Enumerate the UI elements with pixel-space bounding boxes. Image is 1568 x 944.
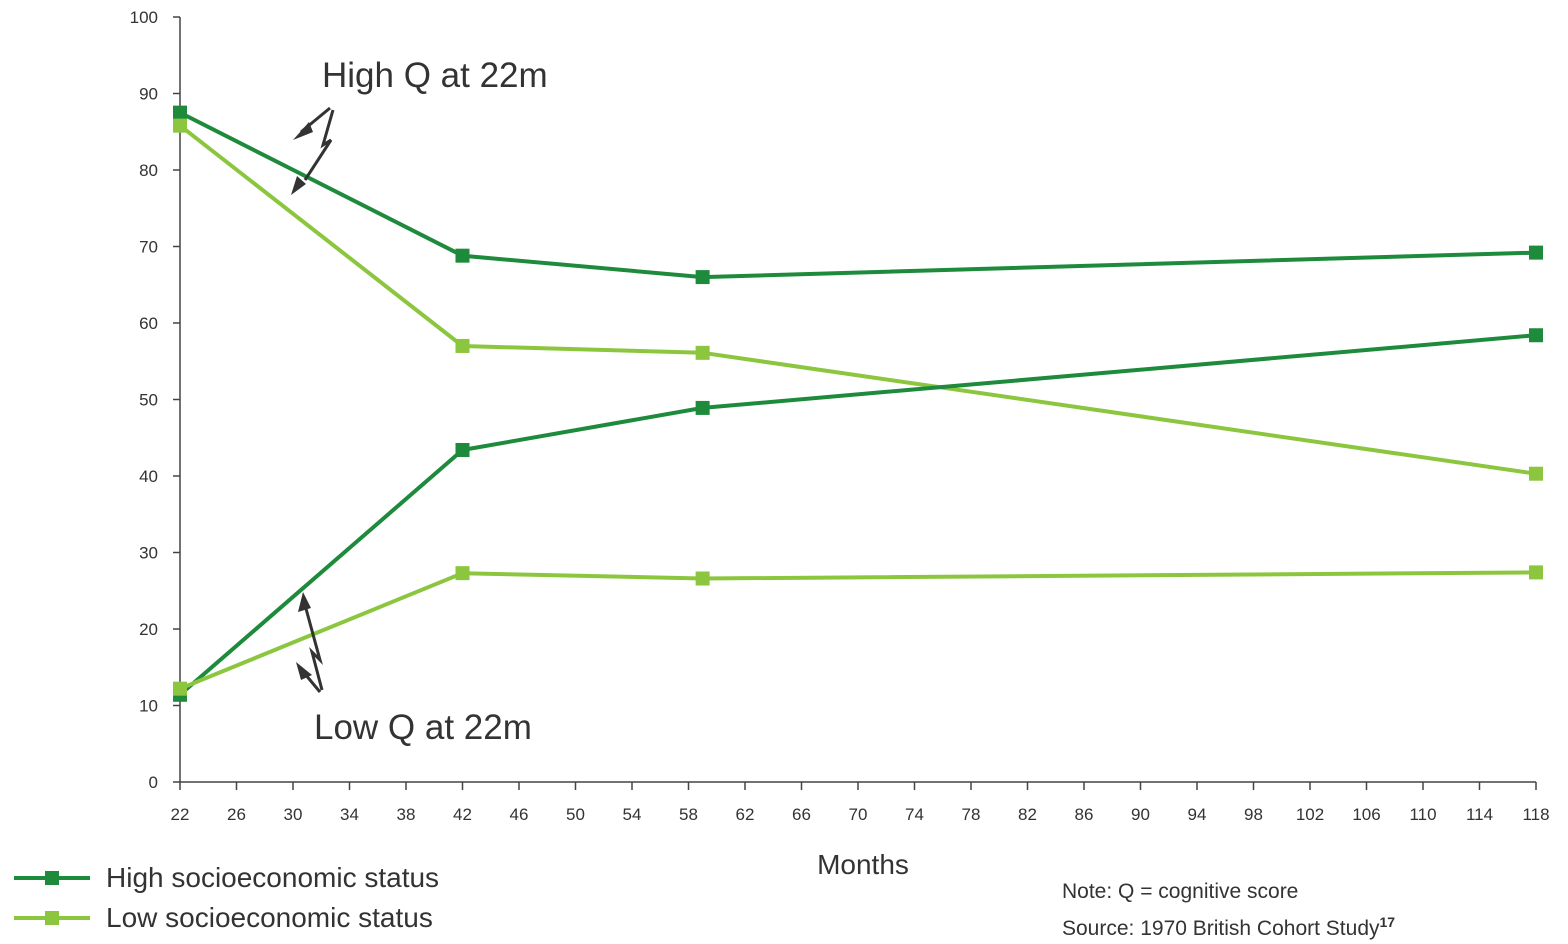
annotation-layer: High Q at 22m Low Q at 22m — [291, 56, 548, 747]
data-point — [695, 345, 710, 360]
y-tick-label: 90 — [139, 85, 158, 104]
data-point — [695, 400, 710, 415]
note-text: Note: Q = cognitive score — [1062, 880, 1299, 903]
data-point — [1529, 466, 1543, 481]
x-tick-label: 110 — [1409, 805, 1436, 824]
x-tick-label: 74 — [905, 805, 924, 824]
x-tick-label: 50 — [566, 805, 585, 824]
x-tick-label: 118 — [1522, 805, 1549, 824]
series-1 — [173, 105, 1543, 285]
series-line — [178, 333, 1537, 697]
y-tick-label: 10 — [139, 697, 158, 716]
x-tick-label: 66 — [792, 805, 811, 824]
x-tick-label: 58 — [679, 805, 698, 824]
x-tick-label: 54 — [623, 805, 642, 824]
source-reference: 17 — [1379, 914, 1396, 930]
x-tick-label: 98 — [1244, 805, 1263, 824]
y-axis: 0 10 20 30 40 50 60 70 80 90 100 — [130, 8, 181, 792]
x-axis: 22 26 30 34 38 42 46 50 54 58 62 66 70 74 78 82 86 90 94 98… — [171, 781, 1550, 824]
source-text: Source: 1970 British Cohort Study17 — [1062, 907, 1395, 944]
legend: High socioeconomic status Low socioecono… — [14, 858, 439, 938]
x-tick-label: 62 — [736, 805, 755, 824]
x-tick-label: 94 — [1188, 805, 1207, 824]
data-point — [455, 566, 470, 581]
y-tick-label: 100 — [130, 8, 158, 27]
data-point — [1529, 565, 1543, 580]
annotation-low-q: Low Q at 22m — [314, 708, 532, 747]
legend-item-high-ses: High socioeconomic status — [14, 858, 439, 898]
series-4 — [173, 565, 1543, 696]
chart-notes: Note: Q = cognitive score Source: 1970 B… — [1062, 876, 1395, 944]
y-tick-label: 20 — [139, 620, 158, 639]
x-tick-label: 90 — [1131, 805, 1150, 824]
x-tick-label: 38 — [397, 805, 416, 824]
y-tick-label: 0 — [149, 773, 158, 792]
x-tick-label: 86 — [1075, 805, 1094, 824]
series-line — [178, 124, 1537, 476]
x-tick-label: 82 — [1018, 805, 1037, 824]
legend-label-high-ses: High socioeconomic status — [106, 862, 440, 893]
x-tick-label: 34 — [340, 805, 359, 824]
x-tick-label: 102 — [1296, 805, 1324, 824]
data-point — [695, 571, 710, 586]
x-tick-label: 70 — [849, 805, 868, 824]
source-label: Source: 1970 British Cohort Study — [1062, 917, 1380, 940]
annotation-high-q-arrows — [291, 106, 335, 195]
y-tick-label: 80 — [139, 161, 158, 180]
annotation-high-q: High Q at 22m — [322, 56, 548, 95]
legend-item-low-ses: Low socioeconomic status — [14, 898, 439, 938]
x-tick-label: 114 — [1466, 805, 1493, 824]
data-point — [695, 270, 710, 285]
data-point — [1529, 245, 1543, 260]
annotation-low-q-arrows — [296, 592, 324, 693]
data-point — [173, 118, 187, 133]
y-tick-label: 30 — [139, 544, 158, 563]
y-tick-label: 50 — [139, 391, 158, 410]
x-tick-label: 22 — [171, 805, 190, 824]
x-tick-label: 46 — [510, 805, 529, 824]
y-tick-label: 60 — [139, 314, 158, 333]
data-point — [173, 681, 187, 696]
y-tick-label: 70 — [139, 238, 158, 257]
x-tick-label: 26 — [227, 805, 246, 824]
x-tick-label: 78 — [962, 805, 981, 824]
x-tick-label: 42 — [453, 805, 472, 824]
y-tick-label: 40 — [139, 467, 158, 486]
data-point — [1529, 328, 1543, 343]
data-point — [455, 248, 470, 263]
legend-swatch-low-ses — [14, 908, 90, 928]
series-line — [179, 570, 1537, 691]
data-point — [173, 105, 187, 120]
x-tick-label: 106 — [1352, 805, 1380, 824]
series-line — [179, 110, 1537, 280]
data-point — [455, 442, 470, 457]
x-tick-label: 30 — [284, 805, 303, 824]
legend-label-low-ses: Low socioeconomic status — [106, 902, 433, 933]
series-2 — [173, 118, 1543, 481]
data-point — [455, 338, 470, 353]
legend-swatch-high-ses — [14, 868, 90, 888]
x-axis-title: Months — [817, 849, 909, 880]
series-layer — [173, 105, 1543, 702]
series-3 — [173, 328, 1543, 702]
